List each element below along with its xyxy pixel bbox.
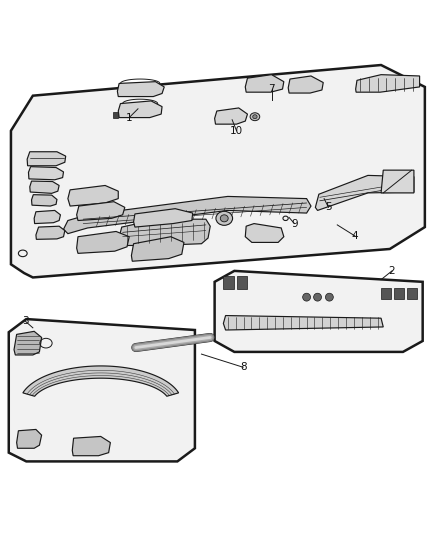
Polygon shape: [28, 167, 64, 180]
Polygon shape: [288, 76, 323, 93]
Bar: [381, 288, 391, 300]
Polygon shape: [245, 75, 284, 92]
Text: 9: 9: [291, 219, 298, 229]
Text: 3: 3: [22, 316, 29, 326]
Polygon shape: [223, 276, 234, 289]
Ellipse shape: [314, 293, 321, 301]
Polygon shape: [356, 75, 420, 92]
Polygon shape: [11, 65, 425, 278]
Text: 10: 10: [230, 126, 243, 136]
Polygon shape: [72, 437, 110, 456]
Text: 7: 7: [268, 84, 275, 94]
Polygon shape: [215, 271, 423, 352]
Polygon shape: [34, 211, 60, 223]
Ellipse shape: [325, 293, 333, 301]
Text: 4: 4: [351, 231, 358, 241]
Polygon shape: [32, 195, 57, 206]
Ellipse shape: [216, 211, 233, 225]
Polygon shape: [237, 276, 247, 289]
Text: 8: 8: [240, 362, 247, 372]
Text: 1: 1: [126, 112, 133, 123]
Polygon shape: [118, 101, 162, 118]
Polygon shape: [223, 316, 383, 330]
Polygon shape: [117, 82, 164, 96]
Polygon shape: [77, 201, 125, 221]
Polygon shape: [68, 185, 118, 206]
Polygon shape: [64, 197, 311, 233]
Polygon shape: [245, 223, 284, 243]
Polygon shape: [17, 430, 42, 448]
Polygon shape: [77, 231, 129, 253]
Polygon shape: [23, 366, 179, 396]
Text: 5: 5: [325, 203, 332, 212]
Polygon shape: [134, 209, 193, 227]
Ellipse shape: [220, 215, 228, 222]
Polygon shape: [14, 332, 42, 355]
Text: 2: 2: [389, 266, 396, 276]
Bar: [407, 288, 417, 300]
Polygon shape: [36, 226, 65, 239]
Ellipse shape: [253, 115, 257, 119]
Polygon shape: [381, 170, 414, 193]
Polygon shape: [131, 237, 184, 261]
Polygon shape: [113, 112, 118, 118]
Ellipse shape: [303, 293, 311, 301]
Polygon shape: [27, 152, 66, 166]
Polygon shape: [215, 108, 247, 124]
Polygon shape: [315, 175, 414, 211]
Bar: [394, 288, 404, 300]
Polygon shape: [9, 319, 195, 462]
Polygon shape: [118, 219, 210, 246]
Polygon shape: [30, 181, 59, 193]
Ellipse shape: [250, 113, 260, 120]
